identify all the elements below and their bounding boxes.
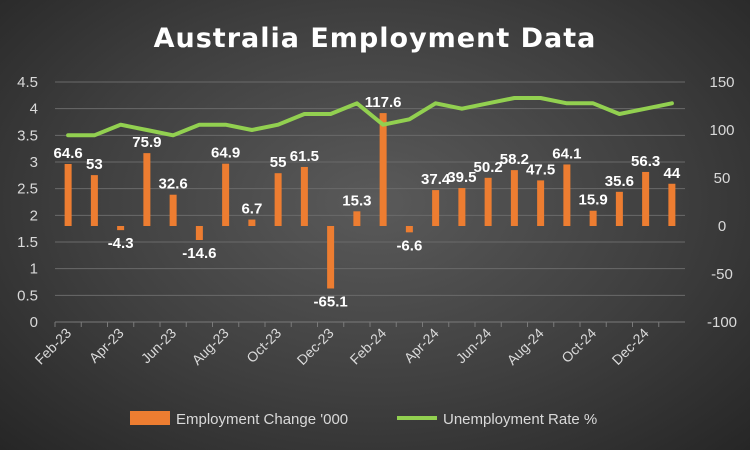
bar-data-label: 64.6 [54, 145, 83, 162]
employment-change-bar [222, 163, 230, 226]
employment-change-bar [563, 164, 571, 226]
bar-data-label: 117.6 [365, 94, 402, 111]
y-right-tick-label: 100 [709, 122, 734, 139]
bar-data-label: 55 [270, 154, 287, 171]
bar-data-label: 50.2 [474, 159, 503, 176]
y-right-tick-label: -100 [707, 314, 737, 331]
x-tick-label: Dec-24 [609, 325, 652, 368]
x-axis: Feb-23 Apr-23 Jun-23 Aug-23 Oct-23 Dec-23 Feb-… [32, 321, 685, 368]
bar-data-label: 35.6 [605, 173, 634, 190]
bar-data-label: -6.6 [396, 237, 422, 254]
x-tick-label: Feb-23 [32, 325, 75, 368]
employment-change-bar [169, 194, 177, 226]
employment-change-bar [90, 175, 98, 226]
line-series [66, 96, 674, 138]
bar-data-label: 44 [664, 165, 681, 182]
bar-data-label: 6.7 [241, 201, 262, 218]
employment-change-bar [379, 113, 387, 226]
y-left-tick-label: 4.5 [17, 74, 38, 91]
gridlines [55, 81, 685, 323]
legend-label-unemployment-rate: Unemployment Rate % [443, 411, 597, 428]
y-left-tick-label: 3.5 [17, 127, 38, 144]
legend-label-employment-change: Employment Change '000 [176, 411, 348, 428]
y-axis-right: -100 -50 0 50 100 150 [707, 74, 737, 331]
employment-change-bar [117, 226, 125, 231]
employment-change-bar [353, 211, 361, 226]
x-tick-label: Apr-24 [401, 325, 442, 366]
y-right-tick-label: -50 [711, 266, 733, 283]
x-tick-label: Aug-23 [189, 325, 232, 368]
bar-data-label: -14.6 [182, 245, 216, 262]
y-left-tick-label: 2 [30, 207, 38, 224]
x-tick-label: Feb-24 [347, 325, 390, 368]
employment-change-bar [537, 180, 545, 226]
y-left-tick-label: 2.5 [17, 181, 38, 198]
employment-change-bar [405, 226, 413, 233]
bar-data-label: -4.3 [108, 235, 134, 252]
legend: Employment Change '000 Unemployment Rate… [130, 411, 597, 428]
bar-data-label: 15.9 [579, 192, 608, 209]
bar-data-label: 64.1 [552, 145, 581, 162]
employment-change-bar [274, 173, 282, 226]
bar-data-label: 15.3 [342, 192, 371, 209]
bar-data-label: 47.5 [526, 161, 555, 178]
y-left-tick-label: 1.5 [17, 234, 38, 251]
x-tick-label: Dec-23 [294, 325, 337, 368]
employment-change-bar [510, 170, 518, 226]
bar-series [64, 113, 676, 289]
y-left-tick-label: 0 [30, 314, 38, 331]
bar-data-label: 32.6 [159, 176, 188, 193]
employment-change-bar [327, 226, 335, 289]
x-tick-label: Oct-23 [243, 325, 284, 366]
x-tick-label: Jun-24 [453, 325, 495, 367]
employment-change-bar [589, 210, 597, 226]
bar-data-label: 39.5 [447, 169, 476, 186]
bar-data-label: 75.9 [132, 134, 161, 151]
bar-data-label: -65.1 [314, 293, 348, 310]
employment-change-bar [615, 191, 623, 226]
employment-change-bar [642, 171, 650, 226]
employment-change-bar [668, 183, 676, 226]
employment-change-bar [484, 177, 492, 226]
x-tick-label: Aug-24 [504, 325, 547, 368]
y-left-tick-label: 3 [30, 154, 38, 171]
y-axis-left: 0 0.5 1 1.5 2 2.5 3 3.5 4 4.5 [17, 74, 38, 331]
employment-change-bar [64, 163, 72, 226]
y-left-tick-label: 4 [30, 101, 38, 118]
chart-title: Australia Employment Data [154, 23, 597, 54]
x-tick-label: Apr-23 [86, 325, 127, 366]
employment-change-bar [143, 153, 151, 226]
employment-change-bar [248, 219, 256, 226]
bar-data-label: 53 [86, 156, 103, 173]
data-labels: 64.653 -4.3 75.9 32.6 -14.6 64.9 6.7 55 61.5 -65.… [54, 94, 681, 310]
bar-data-label: 56.3 [631, 153, 660, 170]
unemployment-rate-line [66, 96, 674, 138]
employment-change-bar [432, 190, 440, 226]
bar-data-label: 37.4 [421, 171, 451, 188]
x-tick-label: Jun-23 [138, 325, 180, 367]
bar-data-label: 61.5 [290, 148, 319, 165]
x-tick-label: Oct-24 [558, 325, 599, 366]
legend-swatch-employment-change [130, 411, 170, 425]
employment-change-bar [458, 188, 466, 226]
y-right-tick-label: 0 [718, 218, 726, 235]
y-right-tick-label: 50 [714, 170, 731, 187]
y-left-tick-label: 0.5 [17, 287, 38, 304]
bar-data-label: 58.2 [500, 151, 529, 168]
employment-change-bar [300, 166, 308, 226]
y-left-tick-label: 1 [30, 261, 38, 278]
y-right-tick-label: 150 [709, 74, 734, 91]
employment-change-bar [195, 226, 203, 241]
bar-data-label: 64.9 [211, 145, 240, 162]
